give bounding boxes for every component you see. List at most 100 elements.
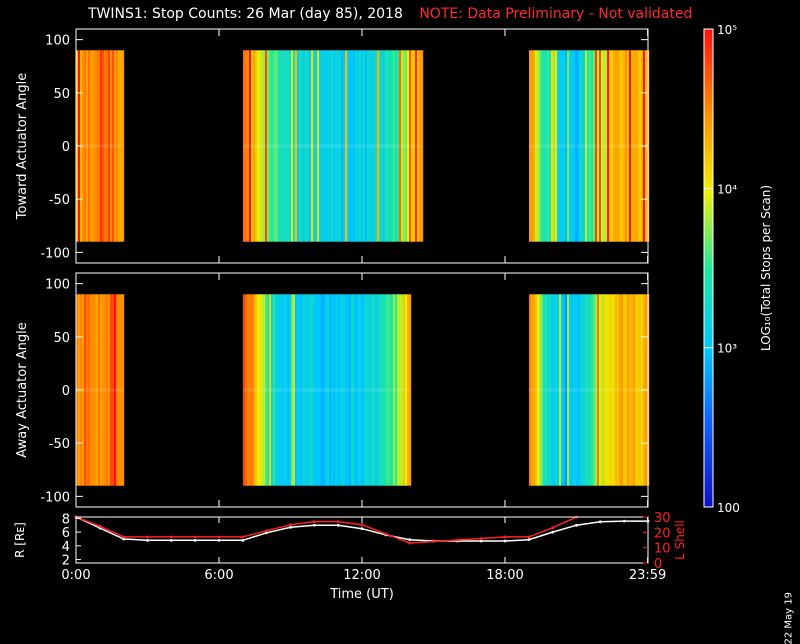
heatmap-column [287, 50, 290, 242]
r-point [503, 539, 507, 543]
heatmap-column [279, 294, 282, 486]
heatmap-column [102, 294, 105, 486]
heatmap-column [361, 50, 364, 242]
heatmap-column [120, 294, 123, 486]
heatmap-column [545, 50, 548, 242]
heatmap-column [389, 294, 392, 486]
heatmap-column [631, 294, 634, 486]
heatmap-column [311, 50, 314, 242]
heatmap-column [343, 294, 346, 486]
y-tick-label-left: 4 [62, 540, 70, 555]
heatmap-column [547, 294, 550, 486]
heatmap-column [387, 50, 390, 242]
heatmap-column [397, 294, 400, 486]
heatmap-column [108, 50, 111, 242]
heatmap-column [305, 294, 308, 486]
heatmap-column [90, 50, 93, 242]
heatmap-column [295, 294, 298, 486]
heatmap-column [120, 50, 123, 242]
lshell-point [408, 541, 412, 545]
heatmap-column [92, 50, 95, 242]
colorbar-tick-label: 10³ [717, 342, 737, 356]
heatmap-column [607, 50, 610, 242]
heatmap-column [611, 294, 614, 486]
heatmap-column [285, 50, 288, 242]
heatmap-column [531, 50, 534, 242]
heatmap-column [533, 294, 536, 486]
heatmap-column [323, 50, 326, 242]
lshell-point [289, 523, 292, 527]
y-tick-label: 100 [45, 34, 70, 49]
heatmap-column [381, 294, 384, 486]
heatmap-column [593, 294, 596, 486]
r-point [265, 531, 269, 535]
heatmap-column [325, 50, 328, 242]
heatmap-column [299, 50, 302, 242]
heatmap-column [407, 50, 410, 242]
heatmap-column [561, 50, 564, 242]
heatmap-column [353, 50, 356, 242]
colorbar-tick-label: 10⁵ [717, 23, 737, 37]
heatmap-column [535, 294, 538, 486]
heatmap-column [307, 294, 310, 486]
lshell-point [455, 538, 459, 542]
heatmap-column [633, 50, 636, 242]
heatmap-column [349, 294, 352, 486]
heatmap-column [271, 50, 274, 242]
heatmap-column [635, 294, 638, 486]
x-tick-label: 18:00 [486, 568, 523, 583]
heatmap-column [575, 294, 578, 486]
heatmap-column [275, 50, 278, 242]
heatmap-column [96, 50, 99, 242]
heatmap-column [106, 294, 109, 486]
heatmap-column [245, 294, 248, 486]
heatmap-column [273, 294, 276, 486]
y-tick-label: 0 [62, 140, 70, 155]
lshell-point [479, 537, 483, 540]
y-tick-label: -100 [40, 490, 70, 505]
heatmap-column [401, 294, 404, 486]
heatmap-column [589, 294, 592, 486]
heatmap-column [98, 50, 101, 242]
lshell-point [360, 523, 364, 527]
heatmap-column [257, 294, 260, 486]
heatmap-column [403, 50, 406, 242]
heatmap-column [621, 50, 624, 242]
heatmap-column [90, 294, 93, 486]
heatmap-column [116, 50, 119, 242]
heatmap-column [82, 294, 85, 486]
heatmap-column [353, 294, 356, 486]
equator-streak [243, 144, 422, 148]
heatmap-column [389, 50, 392, 242]
y-tick-label-right: 10 [654, 542, 671, 557]
heatmap-column [553, 50, 556, 242]
r-point [146, 538, 149, 542]
heatmap-column [549, 50, 552, 242]
heatmap-column [393, 50, 396, 242]
heatmap-column [567, 50, 570, 242]
heatmap-column [385, 50, 388, 242]
heatmap-column [261, 50, 264, 242]
heatmap-column [265, 50, 268, 242]
heatmap-column [369, 294, 372, 486]
x-axis-label: Time (UT) [329, 587, 394, 600]
heatmap-column [627, 294, 630, 486]
r-point [122, 537, 126, 541]
heatmap-column [255, 50, 258, 242]
heatmap-column [333, 50, 336, 242]
heatmap-column [275, 294, 278, 486]
heatmap-column [251, 294, 254, 486]
colorbar-label: LOG₁₀(Total Stops per Scan) [759, 185, 773, 351]
y-tick-label: -50 [49, 437, 70, 452]
y-tick-label: 50 [53, 331, 70, 346]
heatmap-column [102, 50, 105, 242]
heatmap-column [321, 50, 324, 242]
heatmap-column [309, 50, 312, 242]
heatmap-column [375, 50, 378, 242]
heatmap-column [601, 294, 604, 486]
heatmap-column [579, 50, 582, 242]
lshell-point [312, 520, 316, 523]
title-note: NOTE: Data Preliminary - Not validated [419, 6, 693, 22]
heatmap-column [569, 294, 572, 486]
heatmap-column [88, 50, 91, 242]
